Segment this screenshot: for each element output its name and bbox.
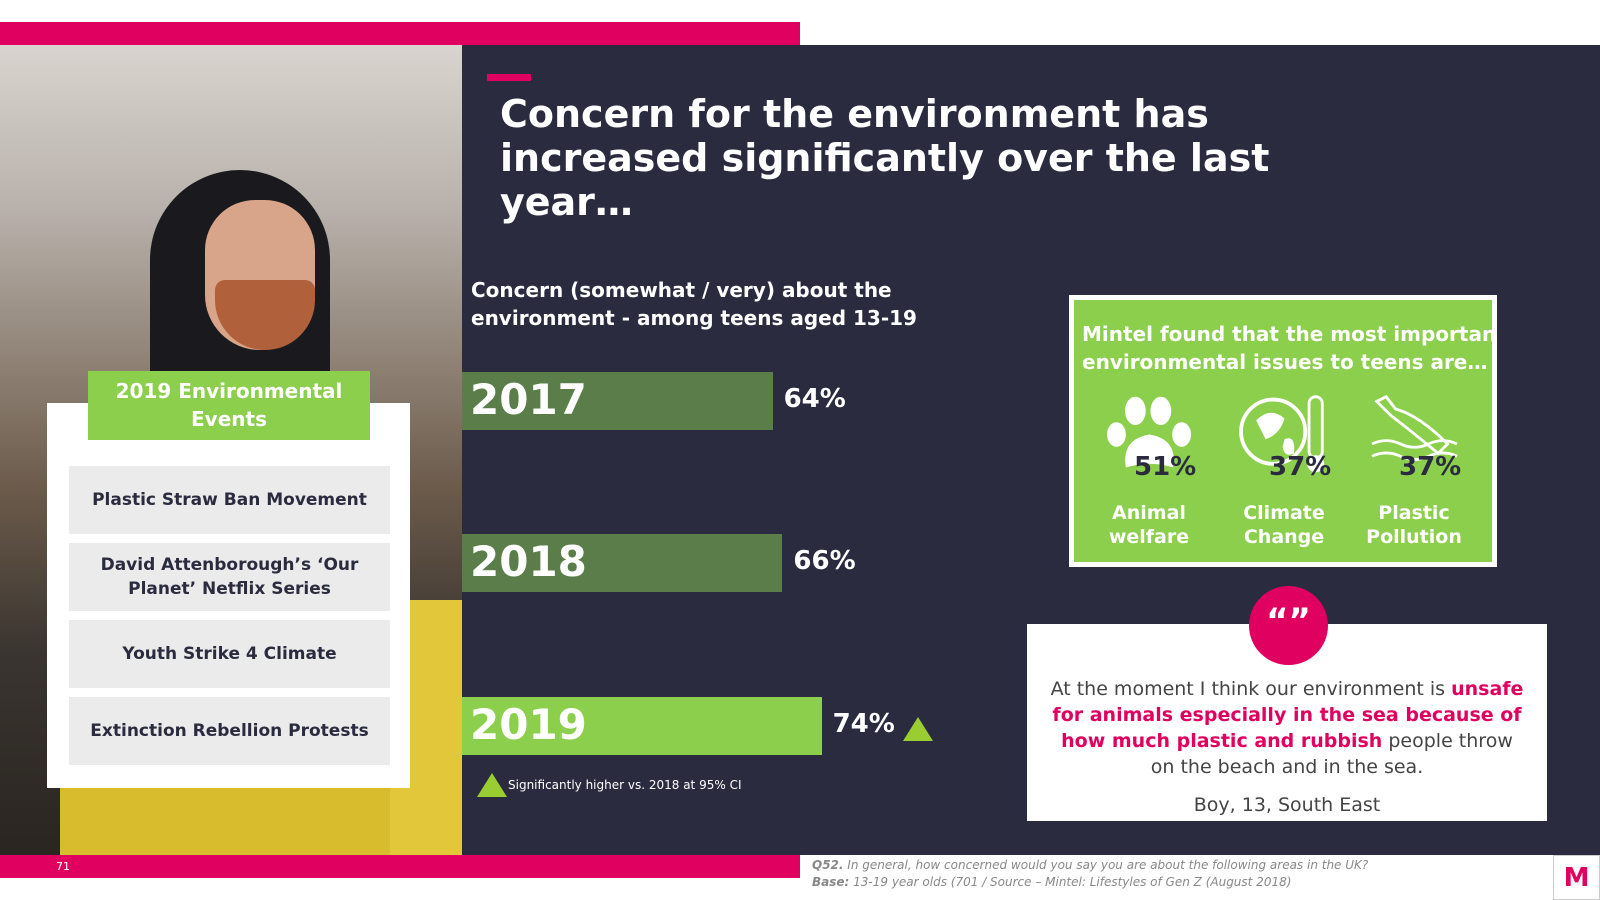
footnote-text: In general, how concerned would you say … [843,858,1369,872]
footnote-label: Q52. [812,858,844,872]
quote-mark-icon: “” [1249,586,1328,665]
title-accent [487,74,531,81]
mintel-title-line: Mintel found that the most important [1082,322,1497,346]
issue-label: Plastic Pollution [1366,502,1462,548]
page-number: 71 [56,860,70,873]
issue-plastic-pollution: 37% Plastic Pollution [1354,392,1474,549]
event-item: Extinction Rebellion Protests [69,697,390,765]
quote-card: At the moment I think our environment is… [1027,624,1547,821]
bottom-bar: 71 [0,855,800,878]
significance-triangle-icon [477,773,507,797]
issue-animal-welfare: 51% Animal welfare [1089,392,1209,549]
bar-2018: 2018 [462,534,783,592]
chart-title: Concern (somewhat / very) about the envi… [471,278,917,330]
issue-value: 37% [1399,452,1462,482]
bar-year-label: 2017 [470,375,587,424]
bar-2017: 2017 [462,372,773,430]
footnote: Q52. In general, how concerned would you… [812,857,1368,891]
footnote-label: Base: [812,875,850,889]
bar-value-label: 74% [832,709,895,739]
event-item: Plastic Straw Ban Movement [69,466,390,534]
events-title: 2019 Environmental Events [88,371,370,440]
mintel-issues-box: Mintel found that the most important envi… [1069,295,1497,567]
bar-value-label: 64% [783,384,846,414]
paw-icon [1106,396,1191,468]
quote-text: At the moment I think our environment is [1050,678,1452,700]
top-accent-bar [0,22,800,45]
significance-note: Significantly higher vs. 2018 at 95% CI [508,778,742,792]
significance-triangle-icon [902,717,933,741]
issue-climate-change: 37% Climate Change [1224,392,1344,549]
quote-attribution: Boy, 13, South East [1193,794,1381,816]
bar-year-label: 2018 [470,537,587,586]
bar-2019: 2019 [462,697,822,755]
mintel-title-line: environmental issues to teens are… [1082,350,1488,374]
bar-value-label: 66% [793,546,856,576]
event-item: David Attenborough’s ‘Our Planet’ Netfli… [69,543,390,611]
page-title: Concern for the environment has increase… [500,92,1270,224]
mintel-logo: M [1553,855,1600,900]
footnote-text: 13-19 year olds (701 / Source – Mintel: … [849,875,1292,889]
mintel-title: Mintel found that the most important envi… [1082,320,1497,376]
quote-highlight: unsafe for animals especially in the sea… [1052,678,1524,752]
issue-label: Animal welfare [1108,502,1190,548]
issue-value: 37% [1269,452,1332,482]
event-item: Youth Strike 4 Climate [69,620,390,688]
bottle-water-icon [1370,394,1458,461]
globe-thermometer-icon [1238,395,1324,473]
bar-year-label: 2019 [470,700,587,749]
issue-value: 51% [1134,452,1197,482]
quote-text: people throw on the beach and in the sea… [1150,730,1513,778]
issue-label: Climate Change [1243,502,1325,548]
